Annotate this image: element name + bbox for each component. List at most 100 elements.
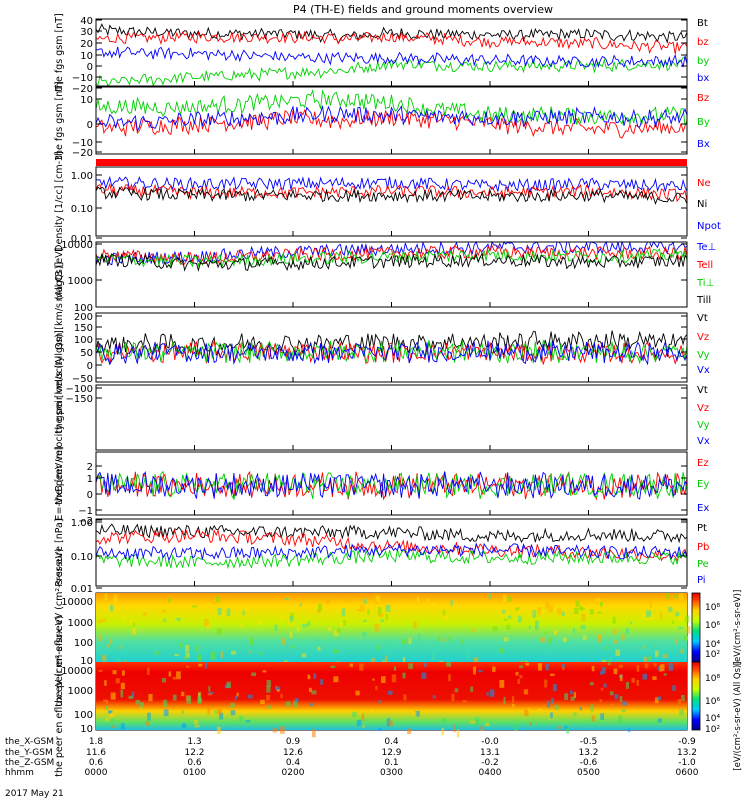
heatmap-cell xyxy=(679,593,684,600)
time-axis-row-label: hhmm xyxy=(5,768,34,778)
heatmap-cell xyxy=(570,696,575,701)
heatmap-cell xyxy=(330,665,336,668)
heatmap-cell xyxy=(236,692,239,697)
heatmap-cell xyxy=(652,676,657,681)
legend-entry-Bt: Bt xyxy=(697,18,708,29)
heatmap-cell xyxy=(301,653,307,658)
heatmap-cell xyxy=(128,695,133,699)
heatmap-cell xyxy=(545,663,549,671)
heatmap-cell xyxy=(473,666,476,675)
heatmap-cell xyxy=(215,595,221,603)
heatmap-cell xyxy=(513,723,518,731)
heatmap-cell xyxy=(450,600,453,606)
heatmap-cell xyxy=(462,700,468,703)
heatmap-cell xyxy=(535,620,539,628)
heatmap-cell xyxy=(361,713,365,721)
heatmap-cell xyxy=(207,707,210,715)
heatmap-cell xyxy=(122,670,125,676)
heatmap-cell xyxy=(408,637,412,645)
heatmap-cell xyxy=(287,618,291,627)
heatmap-cell xyxy=(569,690,573,695)
heatmap-cell xyxy=(290,645,295,649)
legend-entry-Vt: Vt xyxy=(697,385,708,396)
heatmap-cell xyxy=(359,663,364,671)
heatmap-cell xyxy=(475,717,480,726)
colorbar-tick-label: 10⁸ xyxy=(705,603,720,613)
heatmap-cell xyxy=(627,727,631,733)
time-axis-value: -0.0 xyxy=(481,737,499,747)
heatmap-cell xyxy=(473,657,479,666)
heatmap-cell xyxy=(219,712,224,720)
heatmap-cell xyxy=(115,678,120,684)
heatmap-cell xyxy=(572,628,576,634)
heatmap-cell xyxy=(675,611,680,617)
heatmap-cell xyxy=(257,621,263,625)
heatmap-cell xyxy=(643,656,648,663)
heatmap-cell xyxy=(525,662,530,666)
heatmap-cell xyxy=(217,607,222,615)
heatmap-cell xyxy=(360,605,365,612)
time-axis-value: -1.0 xyxy=(678,758,696,768)
heatmap-cell xyxy=(421,672,427,679)
heatmap-cell xyxy=(268,704,271,709)
heatmap-cell xyxy=(582,635,587,641)
heatmap-cell xyxy=(461,639,464,644)
panel-8: 1.00 0.10 0.01 Pressure [nPa] Pt Pb Pe Pi xyxy=(54,518,709,595)
heatmap-cell xyxy=(103,699,108,703)
colorbar-label: [eV/(cm²-s-sr-eV)] xyxy=(733,590,743,666)
heatmap-cell xyxy=(343,620,346,626)
heatmap-cell xyxy=(591,715,595,722)
heatmap-cell xyxy=(573,607,579,614)
heatmap-cell xyxy=(243,643,246,646)
legend-entry-Bz: Bz xyxy=(697,93,709,104)
heatmap-cell xyxy=(610,703,614,708)
heatmap-cell xyxy=(226,681,231,689)
heatmap-cell xyxy=(416,596,420,603)
heatmap-cell xyxy=(441,727,445,736)
heatmap-cell xyxy=(239,716,244,722)
series-line-Bx xyxy=(95,105,688,133)
heatmap-cell xyxy=(507,595,513,602)
colorbar-tick-label: 10⁶ xyxy=(705,621,720,631)
time-axis-value: 13.2 xyxy=(677,748,697,758)
heatmap-cell xyxy=(349,663,353,667)
heatmap-cell xyxy=(341,608,346,617)
heatmap-cell xyxy=(132,622,135,627)
y-tick-label: 1.00 xyxy=(71,171,93,182)
heatmap-cell xyxy=(172,676,177,680)
quality-flag-bar xyxy=(96,159,687,166)
heatmap-cell xyxy=(566,727,570,734)
y-tick-label: 10 xyxy=(80,51,93,62)
heatmap-cell xyxy=(370,708,374,715)
y-axis-label: Pressure [nPa] xyxy=(54,518,65,586)
heatmap-cell xyxy=(336,610,339,614)
colorbar-tick-label: 10⁴ xyxy=(705,714,720,724)
heatmap-cell xyxy=(557,726,562,730)
heatmap-cell xyxy=(110,604,114,612)
plot-title: P4 (TH-E) fields and ground moments over… xyxy=(293,3,553,16)
heatmap-cell xyxy=(557,608,562,615)
heatmap-cell xyxy=(98,634,102,642)
heatmap-cell xyxy=(618,664,623,668)
heatmap-cell xyxy=(262,670,267,673)
heatmap-cell xyxy=(289,631,293,638)
heatmap-cell xyxy=(590,704,594,712)
time-axis-row-label: the_Y-GSM xyxy=(5,748,53,758)
heatmap-cell xyxy=(393,666,396,671)
heatmap-cell xyxy=(540,611,545,616)
heatmap-cell xyxy=(362,725,366,728)
time-axis-value: 0500 xyxy=(577,768,600,778)
legend-entry-Till: Till xyxy=(696,295,711,306)
heatmap-cell xyxy=(519,675,523,679)
heatmap-cell xyxy=(297,626,300,633)
y-tick-label: 10000 xyxy=(61,597,93,608)
heatmap-cell xyxy=(279,726,285,734)
heatmap-cell xyxy=(120,682,125,690)
heatmap-cell xyxy=(408,663,413,670)
heatmap-cell xyxy=(518,615,522,623)
heatmap-cell xyxy=(537,607,542,615)
heatmap-cell xyxy=(260,699,265,705)
legend-entry-Ne: Ne xyxy=(697,178,711,189)
y-tick-label: −100 xyxy=(66,384,93,395)
